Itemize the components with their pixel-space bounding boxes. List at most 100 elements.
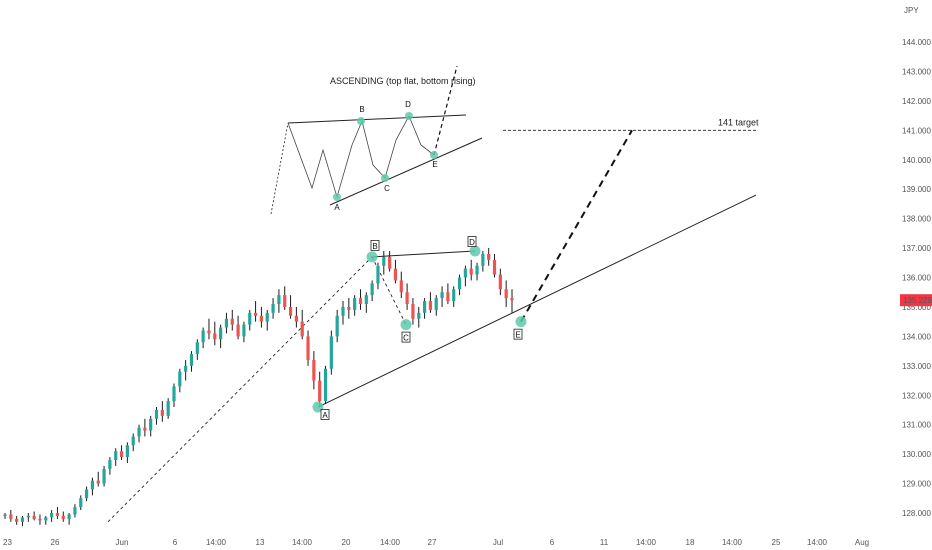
candle[interactable] [341,301,345,325]
wave-point[interactable] [469,245,481,257]
candle[interactable] [434,295,438,316]
candle[interactable] [428,292,433,313]
candle[interactable] [335,309,339,343]
candle[interactable] [405,283,409,310]
candle[interactable] [20,515,25,527]
candle[interactable] [457,274,462,296]
candle-body [277,295,281,304]
candle[interactable] [207,318,211,340]
candle[interactable] [114,448,118,466]
candle[interactable] [492,253,497,278]
wave-point[interactable] [366,251,378,263]
candle[interactable] [417,306,421,328]
candle[interactable] [15,515,19,525]
candle-body [207,330,211,334]
candle[interactable] [38,514,42,525]
candle[interactable] [230,309,234,331]
candle[interactable] [376,262,380,290]
candle[interactable] [166,398,170,419]
candle[interactable] [84,486,89,502]
candle[interactable] [277,289,281,313]
candle[interactable] [382,251,386,275]
candle[interactable] [463,265,467,287]
candle[interactable] [26,513,30,522]
candle[interactable] [253,301,258,322]
candle[interactable] [259,306,264,328]
candle[interactable] [265,309,269,331]
candle[interactable] [3,513,7,519]
candle[interactable] [108,457,112,475]
candle[interactable] [184,359,188,381]
candle[interactable] [242,321,246,343]
candle[interactable] [119,445,124,461]
candle[interactable] [50,510,54,522]
candle[interactable] [61,511,65,522]
candle[interactable] [393,259,398,284]
candle[interactable] [149,415,153,437]
candle[interactable] [288,295,293,319]
candle[interactable] [219,324,223,349]
candle[interactable] [475,262,479,281]
candle[interactable] [329,330,333,375]
candle[interactable] [32,511,36,521]
candle[interactable] [294,306,298,328]
candle[interactable] [358,289,363,310]
candle[interactable] [96,471,100,487]
candle[interactable] [213,321,217,346]
candle[interactable] [422,298,427,319]
candle[interactable] [469,259,473,281]
candle[interactable] [498,268,502,296]
candle[interactable] [248,309,252,331]
candle[interactable] [90,477,95,496]
inset-pattern-diagram: ASCENDING (top flat, bottom rising) A B C D E [270,65,483,215]
candle[interactable] [172,383,176,408]
candle[interactable] [160,401,164,422]
candle[interactable] [9,510,13,522]
candle[interactable] [487,248,491,266]
candle[interactable] [79,495,83,511]
inset-breakout-line [433,65,458,156]
candle[interactable] [300,309,304,340]
candle[interactable] [318,371,322,408]
candle[interactable] [125,442,129,463]
candle[interactable] [236,315,240,340]
candle[interactable] [131,433,135,452]
candle[interactable] [399,271,403,299]
candle[interactable] [510,289,514,313]
candle[interactable] [411,298,415,325]
candle[interactable] [370,280,374,302]
candle[interactable] [452,286,456,307]
candle[interactable] [137,424,141,443]
candle[interactable] [353,295,357,316]
candle[interactable] [154,407,159,425]
candle[interactable] [102,465,106,487]
candle[interactable] [44,515,48,525]
candle[interactable] [481,251,485,272]
candle[interactable] [189,351,194,372]
candle[interactable] [67,513,71,525]
candle[interactable] [224,312,229,334]
candle[interactable] [306,330,310,366]
candle[interactable] [201,327,205,349]
candle[interactable] [143,418,147,437]
candle[interactable] [446,283,450,304]
wave-point[interactable] [515,316,527,328]
candle[interactable] [440,286,444,307]
x-tick-label: Jul [493,538,503,547]
candle[interactable] [388,251,392,272]
wave-point[interactable] [400,319,412,331]
candle[interactable] [271,298,275,319]
currency-label: JPY [904,6,919,15]
candle[interactable] [347,298,351,319]
candle[interactable] [283,286,287,310]
candle[interactable] [312,351,316,390]
candle[interactable] [73,504,77,518]
candle[interactable] [55,507,60,519]
y-tick-label: 132.000 [902,391,931,400]
candle[interactable] [504,280,508,307]
candle[interactable] [178,368,182,393]
candle[interactable] [364,292,368,313]
candle[interactable] [323,365,328,405]
candle[interactable] [195,339,199,360]
